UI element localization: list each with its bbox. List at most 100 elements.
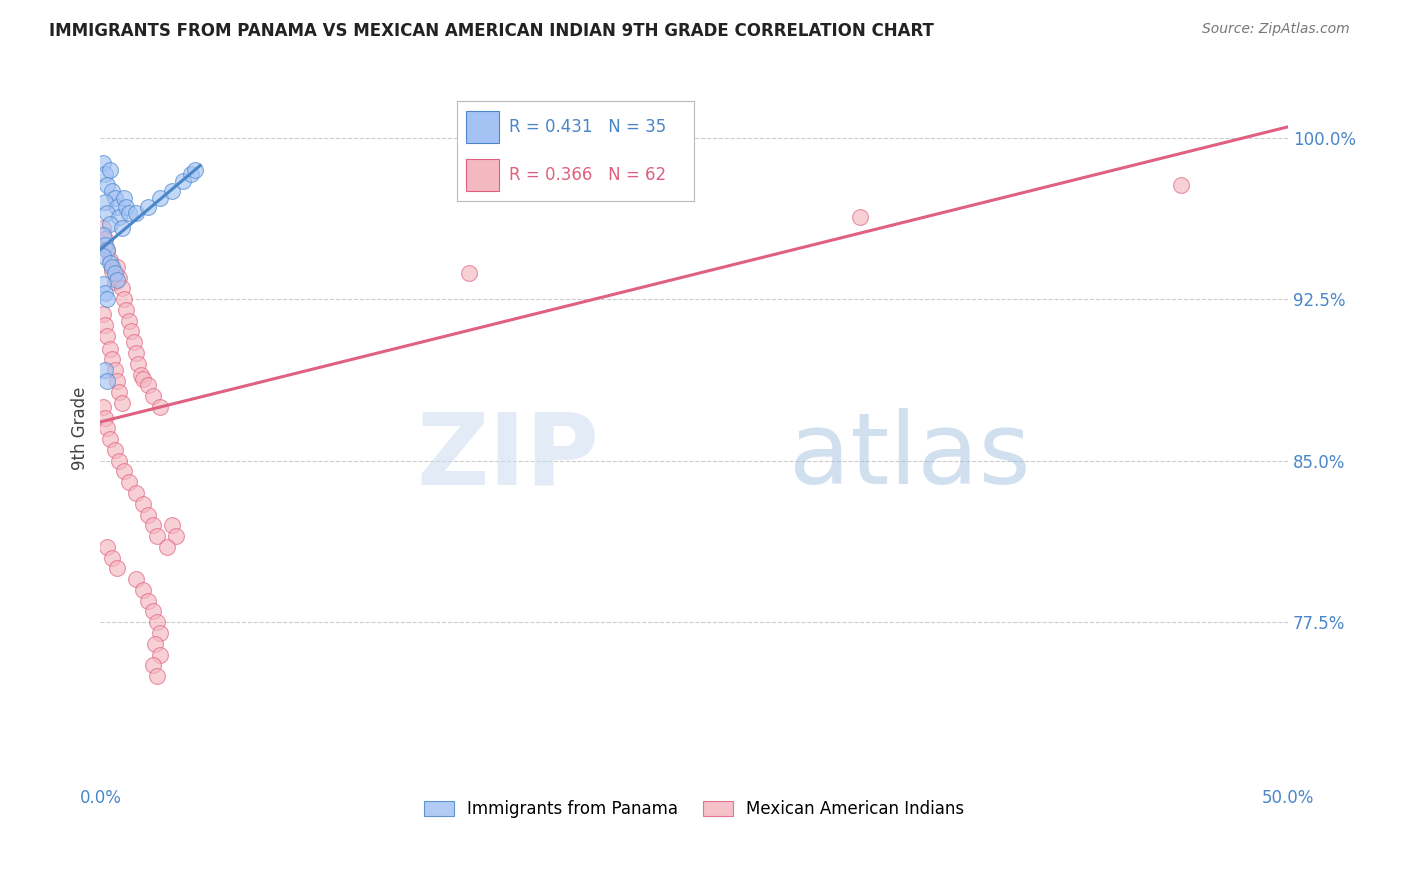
Point [118, 475, 141, 490]
Point [165, 529, 187, 543]
Point [108, 384, 131, 399]
Point [122, 335, 145, 350]
Point [105, 374, 128, 388]
Point [105, 561, 128, 575]
Point [98, 432, 121, 446]
Point [1170, 178, 1192, 192]
Point [111, 281, 134, 295]
Point [96, 328, 118, 343]
Point [101, 352, 124, 367]
Point [149, 191, 172, 205]
Point [149, 626, 172, 640]
Point [132, 497, 155, 511]
Point [127, 357, 149, 371]
Point [91, 400, 114, 414]
Point [132, 582, 155, 597]
Point [149, 648, 172, 662]
Point [94, 238, 117, 252]
Text: Source: ZipAtlas.com: Source: ZipAtlas.com [1202, 22, 1350, 37]
Point [112, 191, 135, 205]
Point [118, 206, 141, 220]
Point [94, 363, 117, 377]
Point [98, 217, 121, 231]
Point [146, 529, 169, 543]
Text: IMMIGRANTS FROM PANAMA VS MEXICAN AMERICAN INDIAN 9TH GRADE CORRELATION CHART: IMMIGRANTS FROM PANAMA VS MEXICAN AMERIC… [49, 22, 934, 40]
Point [136, 378, 159, 392]
Point [104, 363, 127, 377]
Point [184, 162, 207, 177]
Point [108, 453, 131, 467]
Point [108, 270, 131, 285]
Point [142, 518, 165, 533]
Point [457, 266, 479, 280]
Point [156, 540, 179, 554]
Point [142, 658, 165, 673]
Point [112, 465, 135, 479]
Point [142, 389, 165, 403]
Point [91, 227, 114, 242]
Point [111, 395, 134, 409]
Point [98, 255, 121, 269]
Point [115, 200, 138, 214]
Point [136, 508, 159, 522]
Point [129, 368, 152, 382]
Point [101, 550, 124, 565]
Point [136, 200, 159, 214]
Point [112, 292, 135, 306]
Point [146, 669, 169, 683]
Point [96, 243, 118, 257]
Point [94, 167, 117, 181]
Point [125, 572, 148, 586]
Point [160, 185, 183, 199]
Point [104, 442, 127, 457]
Point [91, 277, 114, 291]
Point [104, 191, 127, 205]
Point [96, 421, 118, 435]
Point [98, 162, 121, 177]
Point [94, 285, 117, 300]
Text: atlas: atlas [789, 409, 1031, 505]
Point [142, 604, 165, 618]
Point [146, 615, 169, 630]
Point [160, 518, 183, 533]
Point [101, 185, 124, 199]
Point [120, 325, 142, 339]
Point [91, 221, 114, 235]
Point [118, 313, 141, 327]
Point [180, 167, 202, 181]
Point [105, 200, 128, 214]
Point [94, 410, 117, 425]
Point [136, 593, 159, 607]
Point [108, 211, 131, 225]
Point [98, 342, 121, 356]
Point [132, 372, 155, 386]
Point [125, 206, 148, 220]
Point [96, 292, 118, 306]
Point [91, 249, 114, 263]
Point [115, 302, 138, 317]
Point [149, 400, 172, 414]
Point [104, 266, 127, 280]
Point [96, 206, 118, 220]
Point [94, 318, 117, 332]
Point [125, 346, 148, 360]
Point [143, 637, 166, 651]
Point [849, 211, 872, 225]
Point [105, 273, 128, 287]
Point [173, 174, 195, 188]
Point [105, 260, 128, 274]
Point [101, 260, 124, 274]
Point [98, 253, 121, 268]
Legend: Immigrants from Panama, Mexican American Indians: Immigrants from Panama, Mexican American… [418, 794, 972, 825]
Point [125, 486, 148, 500]
Point [91, 156, 114, 170]
Point [94, 195, 117, 210]
Point [111, 221, 134, 235]
Point [96, 178, 118, 192]
Point [96, 374, 118, 388]
Point [101, 264, 124, 278]
Y-axis label: 9th Grade: 9th Grade [72, 386, 89, 470]
Point [94, 232, 117, 246]
Point [91, 307, 114, 321]
Point [96, 540, 118, 554]
